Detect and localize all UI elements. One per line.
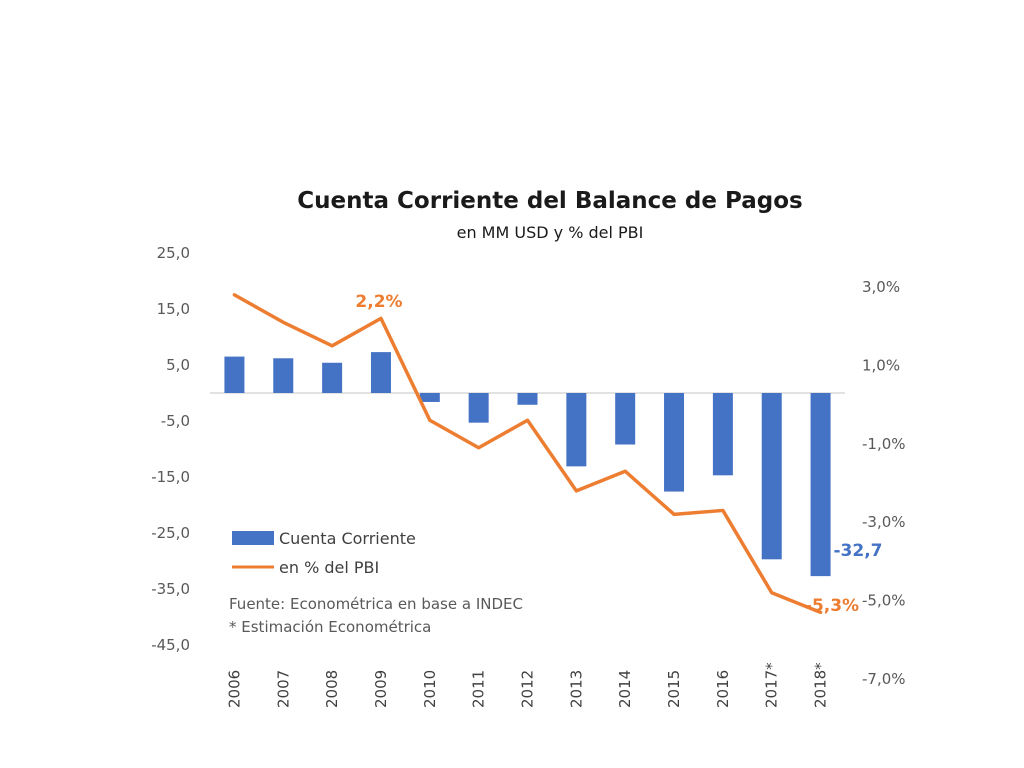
x-tick-2006: 2006 — [225, 670, 243, 708]
chart-title: Cuenta Corriente del Balance de Pagos — [297, 188, 802, 214]
bar-2016 — [712, 393, 733, 476]
bar-2006 — [224, 356, 245, 393]
left-y-tick: 25,0 — [157, 244, 190, 262]
left-y-tick: -5,0 — [161, 412, 190, 430]
right-y-tick: -5,0% — [862, 592, 906, 610]
x-tick-2015: 2015 — [665, 670, 683, 708]
bar-2008 — [322, 362, 343, 393]
x-tick-2010: 2010 — [421, 670, 439, 708]
data-label-2018-bar: -32,7 — [834, 541, 883, 561]
x-tick-2007: 2007 — [274, 670, 292, 708]
bar-2011 — [468, 393, 489, 423]
right-y-tick: -1,0% — [862, 435, 906, 453]
left-y-tick: -35,0 — [151, 580, 190, 598]
x-tick-2009: 2009 — [372, 670, 390, 708]
left-y-tick: 5,0 — [166, 356, 190, 374]
left-y-axis: 25,0 15,0 5,0 -5,0 -15,0 -25,0 -35,0 -45,0 — [151, 244, 190, 654]
bar-2014 — [615, 393, 636, 445]
left-y-tick: -45,0 — [151, 636, 190, 654]
bar-2007 — [273, 358, 294, 393]
estimate-note: * Estimación Econométrica — [229, 618, 431, 636]
bar-2013 — [566, 393, 587, 467]
x-tick-2011: 2011 — [470, 670, 488, 708]
left-y-tick: -25,0 — [151, 524, 190, 542]
x-axis: 2006 2007 2008 2009 2010 2011 2012 2013 2014 2015… — [225, 662, 829, 708]
data-label-2009-pct: 2,2% — [355, 292, 402, 312]
x-tick-2012: 2012 — [519, 670, 537, 708]
bar-2012 — [517, 393, 538, 405]
x-tick-2014: 2014 — [616, 670, 634, 708]
bar-series — [224, 352, 831, 577]
line-series — [232, 293, 823, 615]
chart-subtitle: en MM USD y % del PBI — [457, 223, 644, 242]
x-tick-2017: 2017* — [763, 662, 781, 708]
bar-2017 — [761, 393, 782, 560]
x-tick-2013: 2013 — [567, 670, 585, 708]
bar-2010 — [419, 393, 440, 402]
source-note: Fuente: Econométrica en base a INDEC — [229, 595, 523, 613]
left-y-tick: 15,0 — [157, 300, 190, 318]
legend: Cuenta Corriente en % del PBI — [232, 529, 416, 577]
right-y-tick: -3,0% — [862, 513, 906, 531]
x-tick-2018: 2018* — [812, 662, 830, 708]
bar-2015 — [664, 393, 685, 492]
data-label-2018-pct: -5,3% — [805, 596, 859, 616]
legend-label-bar: Cuenta Corriente — [279, 529, 416, 548]
legend-label-line: en % del PBI — [279, 558, 379, 577]
bar-2018 — [810, 393, 831, 577]
left-y-tick: -15,0 — [151, 468, 190, 486]
right-y-tick: 1,0% — [862, 356, 900, 374]
right-y-tick: 3,0% — [862, 278, 900, 296]
right-y-axis: 3,0% 1,0% -1,0% -3,0% -5,0% -7,0% — [862, 278, 906, 688]
right-y-tick: -7,0% — [862, 670, 906, 688]
x-tick-2008: 2008 — [323, 670, 341, 708]
legend-swatch-bar — [232, 531, 274, 545]
x-tick-2016: 2016 — [714, 670, 732, 708]
bar-2009 — [370, 352, 391, 393]
